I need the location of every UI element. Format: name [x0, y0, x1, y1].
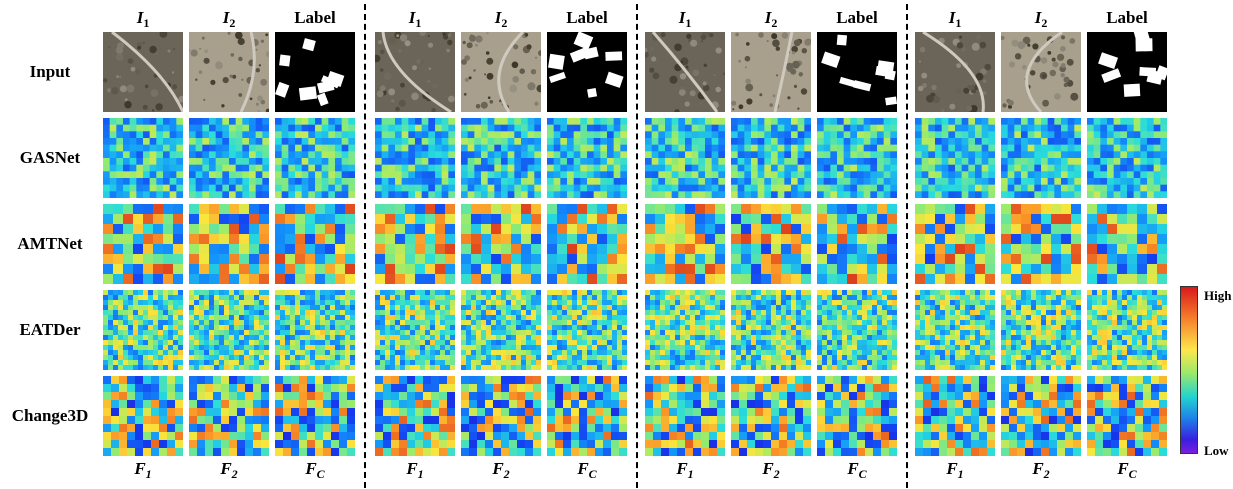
feature-heatmap — [461, 204, 541, 284]
feature-heatmap — [731, 118, 811, 198]
column-footer: F1 — [676, 459, 694, 481]
satellite-image — [375, 32, 455, 112]
feature-heatmap — [645, 376, 725, 456]
column-header: Label — [294, 8, 336, 27]
colorbar — [1180, 286, 1198, 454]
feature-heatmap — [189, 290, 269, 370]
column-header: Label — [566, 8, 608, 27]
column-header: I1 — [136, 8, 150, 30]
feature-heatmap — [461, 376, 541, 456]
feature-heatmap — [1087, 118, 1167, 198]
column-header: Label — [1106, 8, 1148, 27]
feature-heatmap — [375, 204, 455, 284]
feature-heatmap — [1001, 290, 1081, 370]
satellite-image — [1001, 32, 1081, 112]
feature-heatmap — [817, 204, 897, 284]
column-header: I1 — [948, 8, 962, 30]
column-footer: F2 — [762, 459, 780, 481]
feature-heatmap — [1087, 204, 1167, 284]
feature-heatmap — [375, 376, 455, 456]
feature-heatmap — [189, 118, 269, 198]
feature-heatmap — [817, 290, 897, 370]
feature-heatmap — [645, 204, 725, 284]
feature-heatmap — [817, 376, 897, 456]
feature-heatmap — [731, 376, 811, 456]
row-label-change3d: Change3D — [11, 406, 89, 425]
label-mask-image — [547, 32, 627, 112]
label-mask-image — [817, 32, 897, 112]
column-footer: F2 — [1032, 459, 1050, 481]
feature-heatmap — [915, 118, 995, 198]
feature-heatmap — [731, 204, 811, 284]
feature-heatmap — [103, 290, 183, 370]
satellite-image — [461, 32, 541, 112]
feature-heatmap — [817, 118, 897, 198]
feature-heatmap — [375, 118, 455, 198]
feature-heatmap — [1001, 204, 1081, 284]
row-label-input: Input — [29, 62, 71, 81]
feature-heatmap — [915, 204, 995, 284]
feature-heatmap — [103, 376, 183, 456]
feature-heatmap — [461, 290, 541, 370]
feature-heatmap — [1087, 290, 1167, 370]
label-mask-image — [275, 32, 355, 112]
feature-heatmap — [275, 376, 355, 456]
group-divider — [906, 4, 908, 488]
column-header: Label — [836, 8, 878, 27]
group-divider — [636, 4, 638, 488]
row-label-amtnet: AMTNet — [17, 234, 83, 253]
column-footer: FC — [305, 459, 325, 481]
column-footer: F2 — [492, 459, 510, 481]
label-mask-image — [1087, 32, 1167, 112]
feature-heatmap — [645, 118, 725, 198]
satellite-image — [189, 32, 269, 112]
satellite-image — [645, 32, 725, 112]
satellite-image — [915, 32, 995, 112]
feature-heatmap — [103, 118, 183, 198]
colorbar-low-label: Low — [1204, 443, 1229, 458]
column-header: I2 — [764, 8, 778, 30]
column-footer: F1 — [946, 459, 964, 481]
feature-heatmap — [1001, 118, 1081, 198]
column-footer: F2 — [220, 459, 238, 481]
feature-heatmap — [915, 290, 995, 370]
column-header: I2 — [494, 8, 508, 30]
column-header: I1 — [678, 8, 692, 30]
feature-heatmap — [103, 204, 183, 284]
feature-heatmap — [1001, 376, 1081, 456]
colorbar-high-label: High — [1204, 288, 1232, 303]
satellite-image — [103, 32, 183, 112]
column-footer: FC — [1117, 459, 1137, 481]
feature-heatmap — [1087, 376, 1167, 456]
feature-heatmap — [731, 290, 811, 370]
column-footer: FC — [847, 459, 867, 481]
row-label-eatder: EATDer — [19, 320, 81, 339]
feature-heatmap — [275, 204, 355, 284]
feature-heatmap — [547, 376, 627, 456]
feature-heatmap — [915, 376, 995, 456]
feature-heatmap — [547, 118, 627, 198]
feature-heatmap — [547, 204, 627, 284]
feature-heatmap — [189, 204, 269, 284]
feature-heatmap — [547, 290, 627, 370]
column-header: I1 — [408, 8, 422, 30]
column-header: I2 — [1034, 8, 1048, 30]
column-footer: FC — [577, 459, 597, 481]
column-header: I2 — [222, 8, 236, 30]
feature-heatmap — [189, 376, 269, 456]
feature-heatmap — [275, 118, 355, 198]
group-divider — [364, 4, 366, 488]
feature-heatmap — [275, 290, 355, 370]
feature-heatmap — [461, 118, 541, 198]
column-footer: F1 — [134, 459, 152, 481]
satellite-image — [731, 32, 811, 112]
feature-heatmap — [375, 290, 455, 370]
column-footer: F1 — [406, 459, 424, 481]
feature-heatmap — [645, 290, 725, 370]
row-label-gasnet: GASNet — [19, 148, 81, 167]
